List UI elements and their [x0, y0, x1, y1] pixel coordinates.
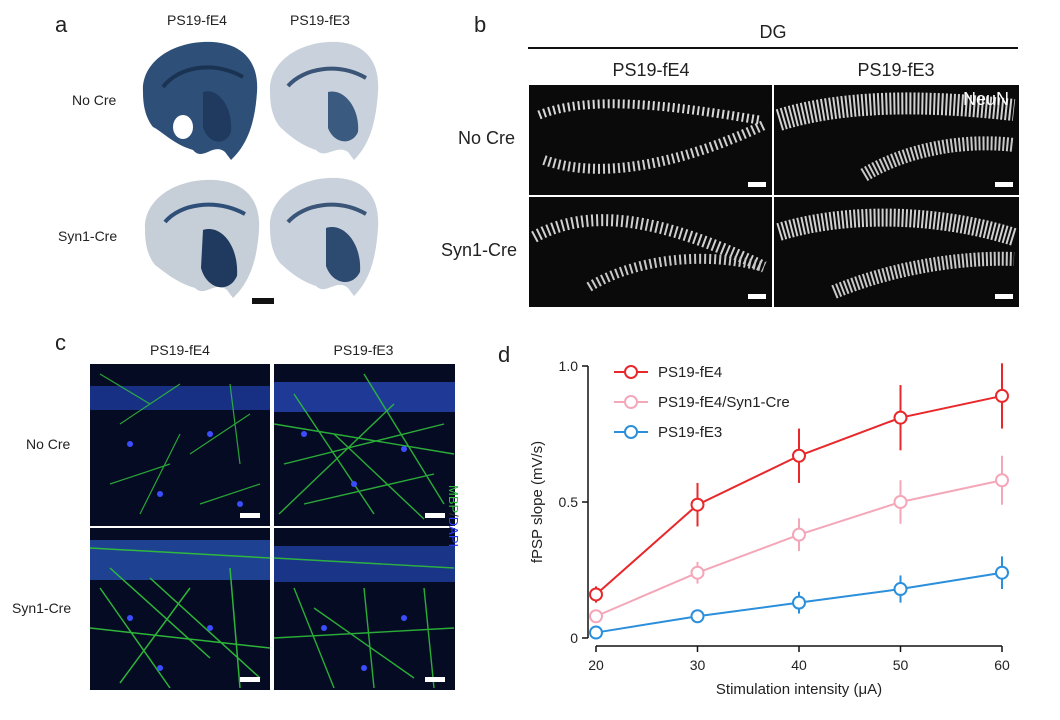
panel-a-scale-bar	[252, 298, 274, 304]
x-axis-label: Stimulation intensity (μA)	[716, 681, 882, 698]
legend-label: PS19-fE3	[658, 424, 722, 441]
brain-section-fe4-nocre	[142, 41, 258, 160]
brain-section-fe4-syn1cre	[144, 179, 260, 298]
neun-image-fe4-nocre	[528, 84, 773, 196]
brain-section-fe3-nocre	[269, 41, 379, 160]
panel-b-row-label-nocre: No Cre	[458, 128, 516, 148]
legend-swatch-marker	[624, 395, 638, 409]
neun-image-fe3-nocre: NeuN	[773, 84, 1020, 196]
data-point	[589, 625, 603, 640]
mbp-dapi-image-fe4-nocre	[90, 364, 270, 526]
panel-a-col-header-fe3: PS19-fE3	[290, 12, 350, 28]
panel-d-letter: d	[498, 342, 511, 367]
panel-c-row-label-syn1cre: Syn1-Cre	[12, 600, 72, 616]
panel-a-letter: a	[55, 12, 68, 37]
mbp-dapi-image-fe3-syn1cre	[274, 528, 455, 690]
panel-c-row-label-nocre: No Cre	[26, 436, 71, 452]
data-point	[893, 495, 908, 509]
panel-b-region-line	[528, 47, 1018, 49]
panel-b-region-label: DG	[759, 22, 787, 42]
scale-bar	[240, 513, 260, 518]
panel-a-row-label-syn1cre: Syn1-Cre	[58, 228, 118, 244]
dapi-label: DAPI	[446, 516, 461, 548]
y-tick-label: 0	[570, 630, 578, 646]
data-point	[893, 410, 908, 425]
panel-c-col-header-fe3: PS19-fE3	[333, 342, 394, 358]
data-point	[792, 527, 806, 542]
panel-c-letter: c	[55, 330, 66, 355]
y-axis-label: fPSP slope (mV/s)	[529, 441, 546, 563]
y-tick-label: 0.5	[559, 494, 579, 510]
neun-image-fe3-syn1cre	[773, 196, 1020, 308]
panel-a-row-label-nocre: No Cre	[72, 92, 117, 108]
neun-image-fe4-syn1cre	[528, 196, 773, 308]
panel-b-col-header-fe4: PS19-fE4	[612, 60, 690, 80]
scale-bar	[748, 182, 766, 187]
x-tick-label: 20	[588, 657, 604, 673]
x-tick-label: 50	[893, 657, 909, 673]
brain-section-fe3-syn1cre	[269, 177, 379, 296]
data-point	[995, 388, 1009, 403]
scale-bar	[995, 182, 1013, 187]
legend-swatch-marker	[624, 425, 638, 439]
y-tick-label: 1.0	[559, 358, 579, 374]
scale-bar	[995, 294, 1013, 299]
scale-bar	[240, 677, 260, 682]
mbp-dapi-image-fe4-syn1cre	[90, 528, 270, 690]
panel-b-col-header-fe3: PS19-fE3	[857, 60, 935, 80]
panel-c-col-header-fe4: PS19-fE4	[150, 342, 210, 358]
data-point	[589, 587, 603, 602]
x-tick-label: 30	[690, 657, 706, 673]
series-line-0	[595, 394, 1003, 596]
x-tick-label: 40	[791, 657, 807, 673]
data-point	[690, 497, 705, 512]
data-point	[995, 565, 1009, 580]
mbp-label: MBP	[446, 485, 461, 514]
panel-b-letter: b	[474, 12, 487, 37]
data-point	[995, 473, 1009, 488]
legend-label: PS19-fE4	[658, 364, 722, 381]
mbp-dapi-image-fe3-nocre	[274, 364, 455, 526]
scale-bar	[425, 677, 445, 682]
data-point	[589, 609, 603, 624]
panel-c-stain-label: MBP/DAPI	[446, 485, 461, 547]
x-tick-label: 60	[994, 657, 1010, 673]
data-point	[690, 609, 705, 624]
legend-swatch-marker	[624, 365, 638, 379]
panel-a-col-header-fe4: PS19-fE4	[167, 12, 227, 28]
data-point	[792, 448, 806, 463]
scale-bar	[748, 294, 766, 299]
neun-stain-label: NeuN	[962, 89, 1009, 109]
panel-b-row-label-syn1cre: Syn1-Cre	[441, 240, 518, 260]
data-point	[690, 565, 705, 580]
data-point	[893, 582, 908, 597]
data-point	[792, 595, 806, 610]
legend-label: PS19-fE4/Syn1-Cre	[658, 394, 790, 411]
scale-bar	[425, 513, 445, 518]
fpsp-slope-chart: 0 0.5 1.0 20 30 40 50 60 Stimulation intensity (…	[529, 358, 1010, 698]
